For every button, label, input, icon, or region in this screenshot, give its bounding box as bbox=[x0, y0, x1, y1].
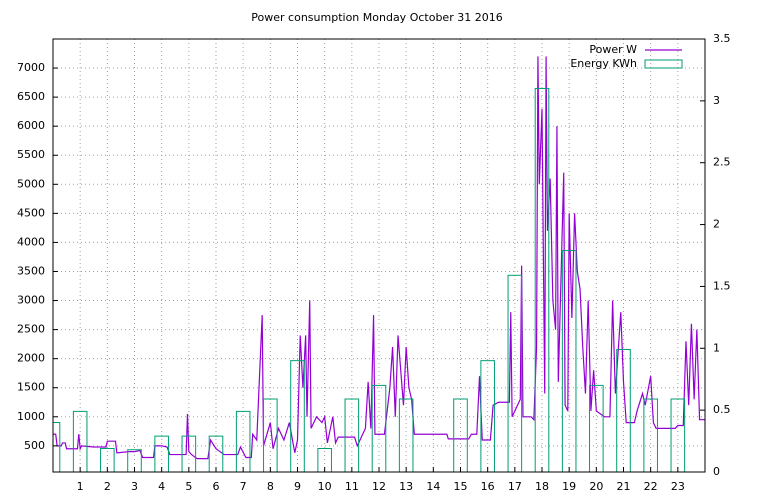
y-tick-label: 2500 bbox=[17, 323, 45, 336]
y-tick-label: 7000 bbox=[17, 61, 45, 74]
y-tick-label: 500 bbox=[24, 439, 45, 452]
y2-tick-label: 3.5 bbox=[713, 32, 731, 45]
x-tick-label: 21 bbox=[617, 480, 631, 493]
labels: 500 1000 1500 2000 2500 3000 3500 4000 4500 5000 5… bbox=[17, 32, 731, 493]
energy-bar bbox=[507, 274, 523, 472]
energy-bar bbox=[453, 398, 468, 472]
x-tick-label: 3 bbox=[131, 480, 138, 493]
y-tick-label: 1500 bbox=[17, 381, 45, 394]
energy-bar bbox=[208, 435, 224, 472]
energy-bar bbox=[53, 422, 61, 472]
chart-title: Power consumption Monday October 31 2016 bbox=[251, 11, 502, 24]
y2-tick-label: 0 bbox=[713, 465, 720, 478]
x-tick-label: 4 bbox=[158, 480, 165, 493]
energy-bar bbox=[72, 410, 88, 472]
y2-tick-label: 1 bbox=[713, 341, 720, 354]
x-tick-label: 10 bbox=[318, 480, 332, 493]
x-tick-label: 2 bbox=[104, 480, 111, 493]
x-tick-label: 7 bbox=[240, 480, 247, 493]
y-tick-label: 3000 bbox=[17, 294, 45, 307]
energy-bar bbox=[670, 398, 686, 472]
y-tick-label: 4500 bbox=[17, 206, 45, 219]
y2-tick-label: 2 bbox=[713, 218, 720, 231]
energy-bar bbox=[181, 435, 197, 472]
energy-bar bbox=[398, 398, 414, 472]
energy-bar bbox=[263, 398, 278, 472]
energy-bar bbox=[616, 349, 631, 472]
grid bbox=[53, 39, 705, 472]
y-tick-label: 5500 bbox=[17, 148, 45, 161]
energy-bar bbox=[235, 410, 251, 472]
energy-bar bbox=[561, 250, 577, 472]
x-tick-label: 17 bbox=[508, 480, 522, 493]
legend-label: Power W bbox=[589, 43, 637, 56]
x-tick-label: 15 bbox=[454, 480, 468, 493]
y2-tick-label: 0.5 bbox=[713, 403, 731, 416]
y-tick-label: 2000 bbox=[17, 352, 45, 365]
x-tick-label: 19 bbox=[562, 480, 576, 493]
x-tick-label: 22 bbox=[644, 480, 658, 493]
x-tick-label: 1 bbox=[77, 480, 84, 493]
x-tick-label: 5 bbox=[185, 480, 192, 493]
x-tick-label: 14 bbox=[426, 480, 440, 493]
x-tick-label: 18 bbox=[535, 480, 549, 493]
power-line bbox=[53, 56, 705, 460]
plot-area bbox=[53, 56, 705, 472]
x-tick-label: 6 bbox=[213, 480, 220, 493]
energy-bar bbox=[317, 447, 332, 472]
x-tick-label: 12 bbox=[372, 480, 386, 493]
y-tick-label: 3500 bbox=[17, 264, 45, 277]
legend-label: Energy KWh bbox=[570, 57, 637, 70]
x-tick-label: 9 bbox=[294, 480, 301, 493]
x-tick-label: 20 bbox=[589, 480, 603, 493]
y-tick-label: 1000 bbox=[17, 410, 45, 423]
legend-swatch bbox=[644, 59, 683, 69]
y-tick-label: 5000 bbox=[17, 177, 45, 190]
energy-bar bbox=[534, 87, 550, 472]
x-tick-label: 16 bbox=[481, 480, 495, 493]
y2-tick-label: 3 bbox=[713, 94, 720, 107]
x-tick-label: 11 bbox=[345, 480, 359, 493]
y2-tick-label: 1.5 bbox=[713, 279, 731, 292]
x-tick-label: 8 bbox=[267, 480, 274, 493]
energy-bar bbox=[643, 398, 658, 472]
y-tick-label: 6500 bbox=[17, 90, 45, 103]
energy-bar bbox=[100, 447, 115, 472]
y-tick-label: 4000 bbox=[17, 235, 45, 248]
x-tick-label: 13 bbox=[399, 480, 413, 493]
x-tick-label: 23 bbox=[671, 480, 685, 493]
energy-bar bbox=[154, 435, 169, 472]
energy-bar bbox=[344, 398, 360, 472]
y2-tick-label: 2.5 bbox=[713, 156, 731, 169]
y-tick-label: 6000 bbox=[17, 119, 45, 132]
